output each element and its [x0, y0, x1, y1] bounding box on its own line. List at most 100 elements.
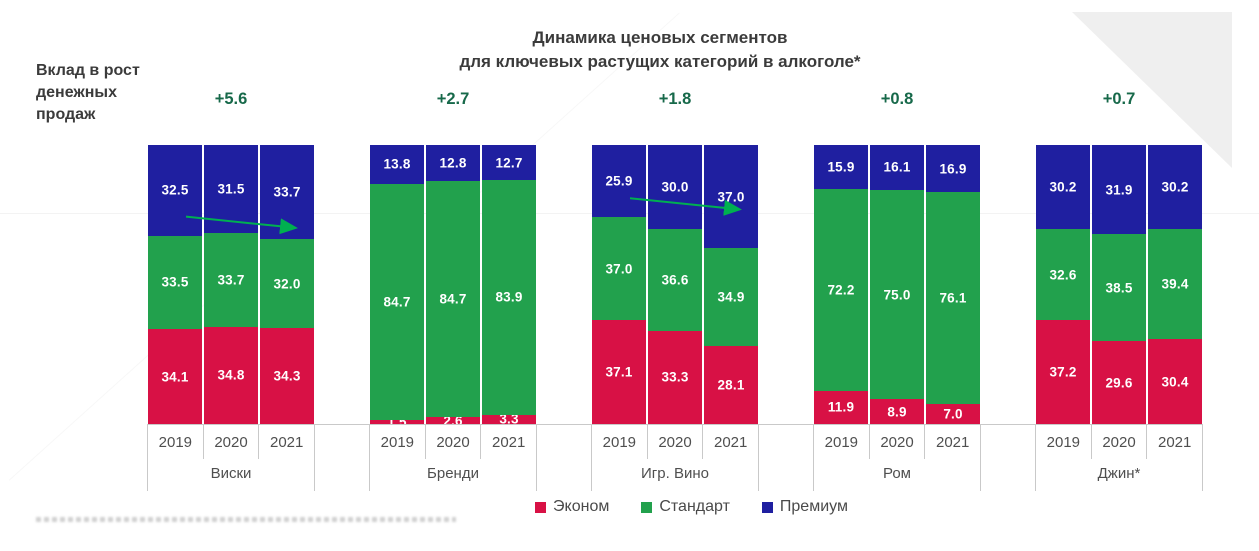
contribution-label: +5.6	[214, 90, 248, 108]
bar-segment-econom: 34.8	[204, 326, 258, 424]
bar-segment-premium: 30.2	[1148, 145, 1202, 230]
legend-label: Премиум	[779, 498, 848, 515]
bar-segment-econom: 8.9	[870, 399, 924, 424]
bar-value-label: 16.1	[883, 159, 911, 175]
stacked-bar-2020: 31.5 33.7 34.8	[204, 145, 258, 424]
bar-value-label: 32.6	[1049, 267, 1077, 283]
year-label: 2021	[702, 425, 758, 459]
bar-value-label: 16.9	[939, 161, 967, 177]
bar-segment-standart: 32.6	[1036, 229, 1090, 321]
bar-value-label: 12.8	[439, 155, 467, 171]
legend-label: Эконом	[553, 498, 610, 515]
bar-value-label: 30.4	[1161, 374, 1189, 390]
stacked-bar-2021: 37.0 34.9 28.1	[704, 145, 758, 424]
bar-value-label: 37.2	[1049, 364, 1077, 380]
year-label: 2021	[258, 425, 314, 459]
bar-value-label: 75.0	[883, 287, 911, 303]
title-line-2: для ключевых растущих категорий в алкого…	[459, 51, 861, 71]
bar-value-label: 34.8	[217, 367, 245, 383]
bar-segment-standart: 39.4	[1148, 229, 1202, 340]
bar-value-label: 72.2	[827, 282, 855, 298]
bar-segment-standart: 38.5	[1092, 234, 1146, 342]
bar-segment-premium: 31.9	[1092, 145, 1146, 234]
bar-value-label: 33.5	[161, 274, 189, 290]
category-label: Виски	[210, 465, 252, 482]
footnote-illegible	[36, 517, 456, 522]
bar-segment-econom: 28.1	[704, 345, 758, 424]
axis-group: 2019 2020 2021 Игр. Вино	[591, 424, 759, 491]
axis-group: 2019 2020 2021 Виски	[147, 424, 315, 491]
stacked-bar-2019: 13.8 84.7 1.5	[370, 145, 424, 424]
bar-value-label: 34.9	[717, 289, 745, 305]
bar-segment-standart: 72.2	[814, 189, 868, 391]
bar-segment-standart: 33.5	[148, 235, 202, 330]
bar-segment-standart: 37.0	[592, 217, 646, 321]
year-label: 2020	[1090, 425, 1147, 459]
legend-swatch	[535, 501, 547, 513]
bar-value-label: 12.7	[495, 155, 523, 171]
chart-area: 32.5 33.5 34.1 31.5 33.7 34.8 33.7 32.0 34.3 13.8…	[0, 145, 1259, 425]
bar-value-label: 25.9	[605, 173, 633, 189]
bar-segment-premium: 12.7	[482, 145, 536, 181]
year-label: 2020	[424, 425, 481, 459]
bar-segment-standart: 36.6	[648, 228, 702, 331]
bar-value-label: 30.2	[1161, 179, 1189, 195]
stacked-bar-2019: 15.9 72.2 11.9	[814, 145, 868, 424]
bar-value-label: 38.5	[1105, 280, 1133, 296]
category-label: Ром	[882, 465, 911, 482]
bar-segment-premium: 13.8	[370, 145, 424, 184]
bar-value-label: 7.0	[943, 406, 963, 422]
stacked-bar-2021: 12.7 83.9 3.3	[482, 145, 536, 424]
bar-value-label: 11.9	[827, 399, 855, 415]
bar-value-label: 39.4	[1161, 276, 1189, 292]
bar-segment-standart: 83.9	[482, 180, 536, 415]
bar-value-label: 3.3	[499, 414, 519, 424]
legend-swatch	[641, 501, 653, 513]
bar-segment-premium: 15.9	[814, 145, 868, 190]
bar-segment-econom: 37.1	[592, 320, 646, 424]
bar-segment-standart: 84.7	[370, 183, 424, 420]
year-row: 2019 2020 2021	[148, 424, 314, 459]
bar-segment-premium: 30.0	[648, 145, 702, 229]
axis-group: 2019 2020 2021 Джин*	[1035, 424, 1203, 491]
bar-segment-econom: 1.5	[370, 419, 424, 424]
page-title: Динамика ценовых сегментов для ключевых …	[300, 26, 1020, 74]
bar-value-label: 37.1	[605, 364, 633, 380]
year-label: 2020	[646, 425, 703, 459]
bar-value-label: 30.0	[661, 179, 689, 195]
year-label: 2019	[380, 434, 415, 451]
year-label: 2019	[824, 434, 859, 451]
title-line-1: Динамика ценовых сегментов	[532, 28, 788, 47]
bar-value-label: 1.5	[370, 420, 424, 424]
stacked-bar-2019: 25.9 37.0 37.1	[592, 145, 646, 424]
y-axis-note: Вклад в рост денежных продаж	[36, 62, 140, 124]
contribution-label: +1.8	[658, 90, 692, 108]
bar-segment-premium: 16.9	[926, 145, 980, 193]
bar-value-label: 83.9	[495, 289, 523, 305]
bar-segment-premium: 32.5	[148, 145, 202, 236]
category-label: Бренди	[427, 465, 479, 482]
axis: 2019 2020 2021 Виски 2019 2020 2021 Бренди 2019 2…	[0, 424, 1259, 494]
bar-value-label: 32.5	[161, 182, 189, 198]
bar-segment-econom: 7.0	[926, 404, 980, 424]
year-row: 2019 2020 2021	[370, 424, 536, 459]
bar-segment-econom: 30.4	[1148, 339, 1202, 424]
contribution-row: +5.6 +2.7 +1.8 +0.8 +0.7	[0, 90, 1259, 114]
year-label: 2021	[924, 425, 980, 459]
bar-value-label: 31.5	[217, 181, 245, 197]
year-label: 2019	[158, 434, 193, 451]
bar-value-label: 37.0	[717, 189, 745, 205]
year-row: 2019 2020 2021	[814, 424, 980, 459]
axis-group: 2019 2020 2021 Бренди	[369, 424, 537, 491]
stacked-bar-2020: 12.8 84.7 2.6	[426, 145, 480, 425]
bar-value-label: 84.7	[439, 291, 467, 307]
bar-segment-premium: 37.0	[704, 145, 758, 249]
bar-segment-econom: 33.3	[648, 330, 702, 424]
stacked-bar-2020: 31.9 38.5 29.6	[1092, 145, 1146, 424]
bar-value-label: 32.0	[273, 276, 301, 292]
bar-value-label: 33.3	[661, 369, 689, 385]
bar-segment-econom: 3.3	[482, 414, 536, 424]
stacked-bar-2021: 33.7 32.0 34.3	[260, 145, 314, 424]
stacked-bar-2020: 16.1 75.0 8.9	[870, 145, 924, 424]
year-row: 2019 2020 2021	[1036, 424, 1202, 459]
